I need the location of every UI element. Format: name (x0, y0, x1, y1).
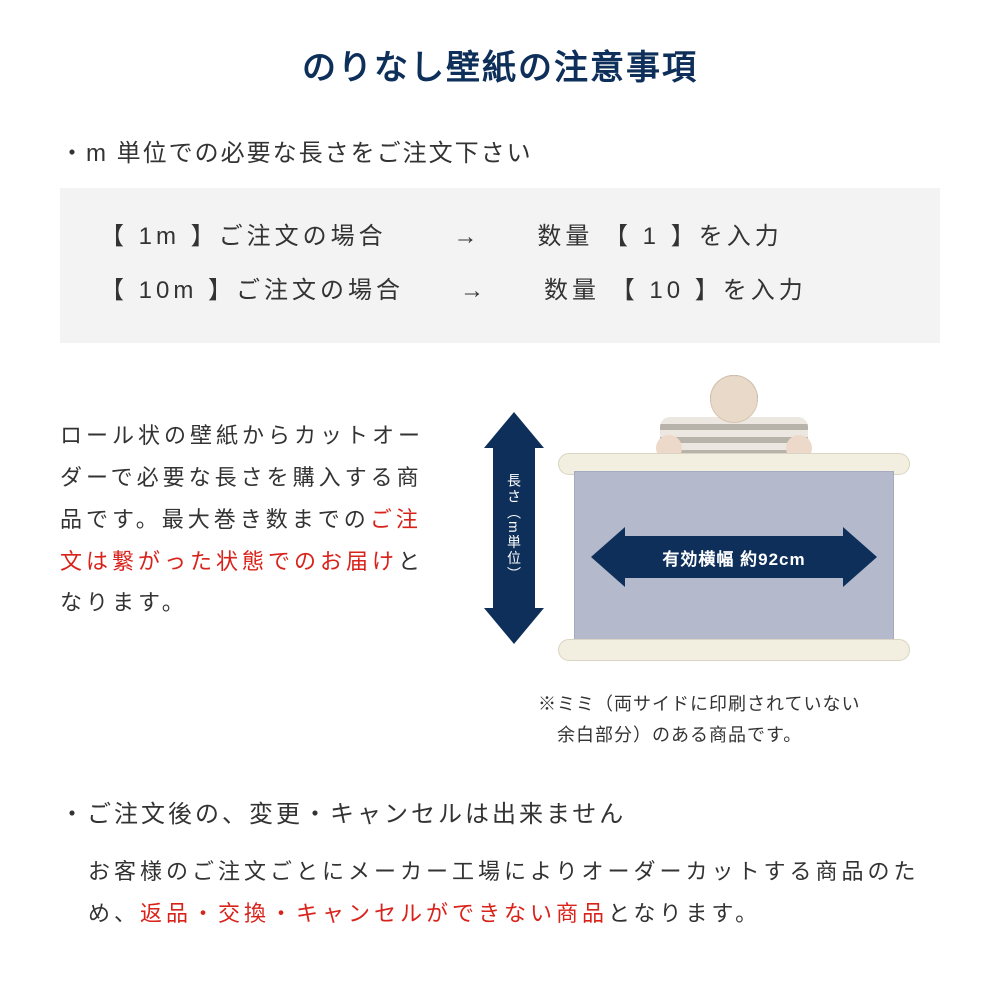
notice-order-unit: ・m 単位での必要な長さをご注文下さい (60, 133, 940, 168)
example-row-1m: 【 1m 】ご注文の場合 → 数量 【 1 】を入力 (100, 214, 900, 260)
arrow-up-icon (484, 412, 544, 448)
caption-line1: ※ミミ（両サイドに印刷されていない (538, 694, 860, 714)
figure-column: 長さ（m単位） 有効横幅 約92cm (458, 383, 940, 750)
no-cancel-description: お客様のご注文ごとにメーカー工場によりオーダーカットする商品のため、返品・交換・… (60, 851, 940, 935)
roll-description-section: ロール状の壁紙からカットオーダーで必要な長さを購入する商品です。最大巻き数までの… (60, 383, 940, 750)
length-label: 長さ（m単位） (493, 448, 535, 608)
width-label: 有効横幅 約92cm (625, 536, 843, 578)
desc2-emphasis: 返品・交換・キャンセルができない商品 (140, 901, 608, 926)
order-example-box: 【 1m 】ご注文の場合 → 数量 【 1 】を入力 【 10m 】ご注文の場合… (60, 188, 940, 343)
wallpaper-sheet: 有効横幅 約92cm (574, 471, 894, 643)
desc2-post: となります。 (608, 901, 761, 926)
wallpaper-roll: 有効横幅 約92cm (564, 457, 904, 657)
wallpaper-figure: 長さ（m単位） 有効横幅 約92cm (484, 383, 914, 673)
length-arrow: 長さ（m単位） (484, 403, 544, 653)
arrow-right-icon (843, 527, 877, 587)
figure-caption: ※ミミ（両サイドに印刷されていない 余白部分）のある商品です。 (458, 689, 940, 750)
width-arrow: 有効横幅 約92cm (591, 536, 877, 578)
wallpaper-illustration: 有効横幅 約92cm (554, 383, 914, 673)
example-row-10m: 【 10m 】ご注文の場合 → 数量 【 10 】を入力 (100, 268, 900, 314)
arrow-left-icon (591, 527, 625, 587)
roll-description-text: ロール状の壁紙からカットオーダーで必要な長さを購入する商品です。最大巻き数までの… (60, 383, 440, 624)
caption-line2: 余白部分）のある商品です。 (538, 725, 802, 745)
page-title: のりなし壁紙の注意事項 (60, 40, 940, 89)
notice-no-cancel: ・ご注文後の、変更・キャンセルは出来ません (60, 794, 940, 829)
arrow-down-icon (484, 608, 544, 644)
